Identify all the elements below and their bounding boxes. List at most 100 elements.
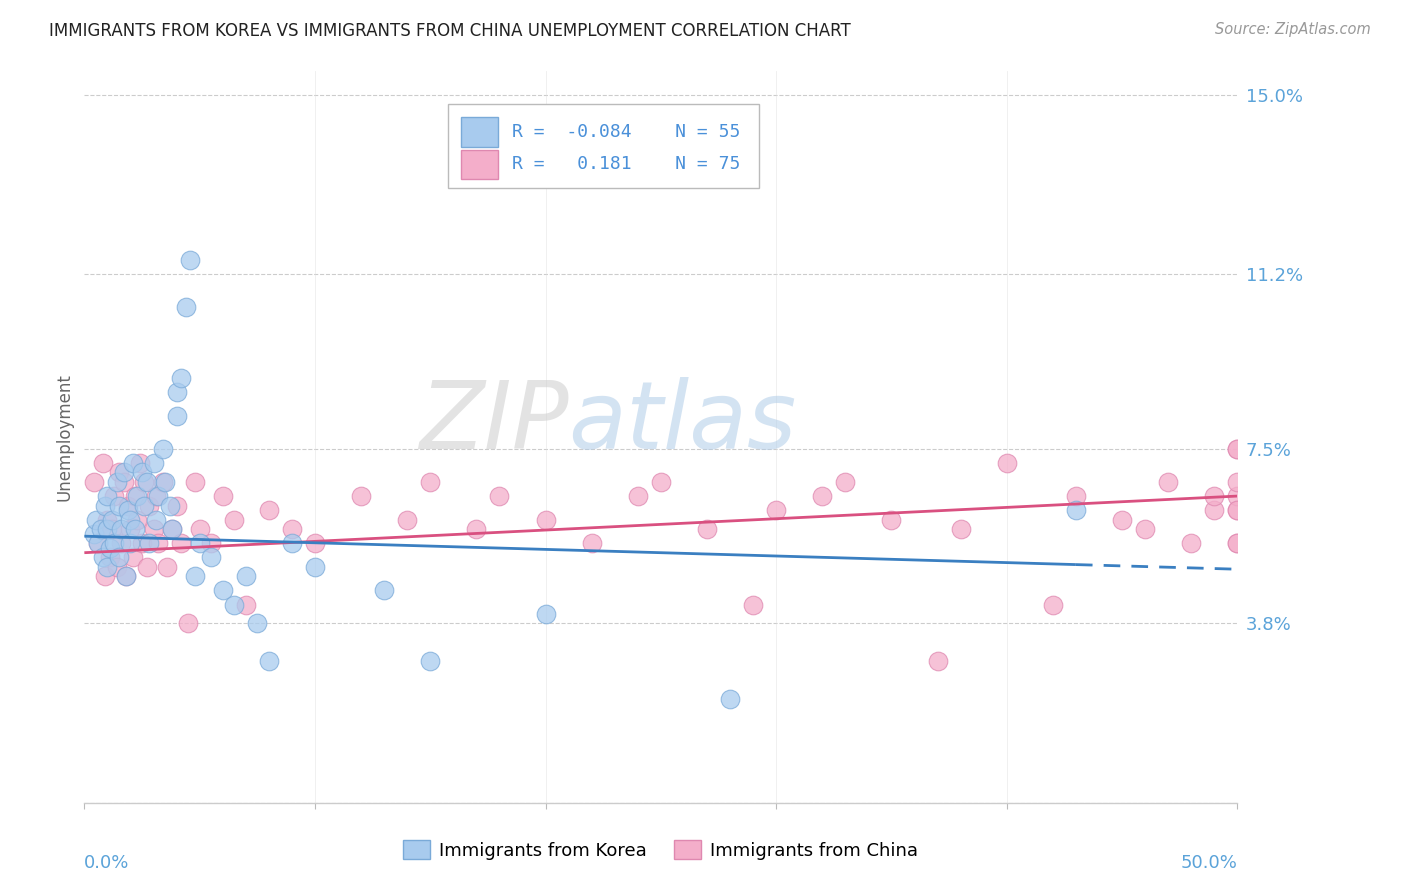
Point — [1226, 503, 1249, 517]
Point — [304, 536, 326, 550]
Point — [281, 536, 304, 550]
Point — [138, 536, 160, 550]
Point — [105, 559, 128, 574]
Point — [101, 513, 124, 527]
Point — [83, 526, 105, 541]
Point — [170, 371, 193, 385]
Text: R =  -0.084    N = 55: R = -0.084 N = 55 — [512, 123, 741, 141]
Point — [135, 475, 157, 489]
Point — [281, 522, 304, 536]
Point — [131, 466, 153, 480]
Point — [179, 253, 201, 268]
Point — [146, 536, 169, 550]
Point — [177, 616, 200, 631]
Point — [534, 607, 557, 621]
Point — [1111, 513, 1133, 527]
Point — [152, 442, 174, 456]
Point — [718, 692, 741, 706]
Point — [121, 456, 143, 470]
Point — [87, 536, 110, 550]
Point — [91, 550, 114, 565]
Point — [350, 489, 373, 503]
Point — [112, 466, 135, 480]
Point — [98, 541, 121, 555]
Point — [103, 536, 125, 550]
Point — [84, 513, 107, 527]
Point — [188, 522, 211, 536]
FancyBboxPatch shape — [461, 118, 498, 146]
Point — [145, 489, 167, 503]
Point — [117, 499, 139, 513]
Point — [650, 475, 672, 489]
Point — [142, 522, 165, 536]
Point — [96, 559, 118, 574]
Point — [696, 522, 718, 536]
Point — [1133, 522, 1156, 536]
Point — [927, 654, 949, 668]
Point — [1064, 489, 1087, 503]
Point — [135, 559, 157, 574]
Point — [108, 550, 131, 565]
Point — [200, 536, 222, 550]
Point — [127, 489, 149, 503]
Point — [98, 550, 121, 565]
Point — [121, 550, 143, 565]
Point — [112, 475, 135, 489]
Point — [1226, 442, 1249, 456]
Point — [765, 503, 787, 517]
Point — [488, 489, 510, 503]
Point — [152, 475, 174, 489]
Point — [115, 569, 138, 583]
Point — [200, 550, 222, 565]
Point — [103, 489, 125, 503]
Point — [373, 583, 395, 598]
Point — [235, 598, 257, 612]
Point — [153, 475, 176, 489]
Point — [1204, 489, 1226, 503]
Point — [110, 536, 132, 550]
Point — [211, 489, 233, 503]
Point — [419, 654, 441, 668]
Point — [1226, 475, 1249, 489]
Point — [156, 559, 179, 574]
Point — [166, 385, 188, 400]
Point — [627, 489, 650, 503]
Point — [235, 569, 257, 583]
Point — [1226, 503, 1249, 517]
Point — [1226, 489, 1249, 503]
Point — [995, 456, 1018, 470]
Legend: Immigrants from Korea, Immigrants from China: Immigrants from Korea, Immigrants from C… — [396, 833, 925, 867]
Point — [142, 456, 165, 470]
Point — [465, 522, 488, 536]
Point — [96, 513, 118, 527]
Point — [120, 522, 142, 536]
Point — [105, 475, 128, 489]
Point — [94, 569, 117, 583]
Point — [246, 616, 269, 631]
Point — [138, 499, 160, 513]
Point — [184, 569, 207, 583]
Y-axis label: Unemployment: Unemployment — [55, 373, 73, 501]
Point — [145, 513, 167, 527]
Point — [108, 466, 131, 480]
Point — [257, 503, 280, 517]
FancyBboxPatch shape — [461, 150, 498, 179]
Point — [224, 598, 246, 612]
Text: ZIP: ZIP — [419, 377, 568, 468]
Point — [170, 536, 193, 550]
Text: 0.0%: 0.0% — [84, 854, 129, 872]
Point — [134, 475, 156, 489]
Point — [124, 522, 146, 536]
Point — [108, 499, 131, 513]
Point — [224, 513, 246, 527]
Point — [83, 475, 105, 489]
Point — [96, 489, 118, 503]
Point — [101, 522, 124, 536]
Point — [160, 522, 183, 536]
Point — [1226, 536, 1249, 550]
Point — [110, 522, 132, 536]
Text: atlas: atlas — [568, 377, 797, 468]
Point — [87, 536, 110, 550]
Point — [211, 583, 233, 598]
Point — [188, 536, 211, 550]
